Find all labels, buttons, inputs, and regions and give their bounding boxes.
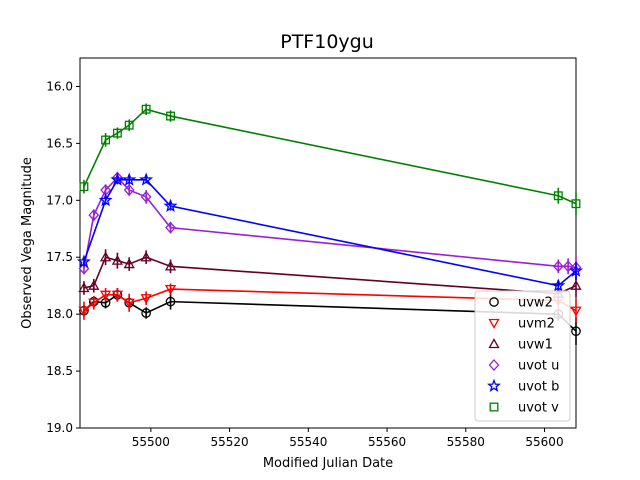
legend: uvw2 uvm2 uvw1 uvot u uvot b uvot v xyxy=(474,290,571,422)
plot-area xyxy=(79,57,577,429)
series-uvm2 xyxy=(78,283,582,323)
data-point xyxy=(88,209,100,222)
x-axis-label: Modified Julian Date xyxy=(263,456,393,471)
data-point xyxy=(79,182,89,192)
legend-label: uvw1 xyxy=(518,338,553,353)
y-tick-label: 17.0 xyxy=(46,193,73,207)
data-point xyxy=(76,254,91,268)
series-line-uvot-v xyxy=(83,108,577,205)
data-point xyxy=(88,298,100,309)
legend-label: uvot v xyxy=(518,401,559,416)
data-point xyxy=(562,260,574,273)
y-axis-ticks: 16.0 16.5 17.0 17.5 18.0 18.5 19.0 xyxy=(46,79,80,435)
y-tick-label: 19.0 xyxy=(46,421,73,435)
data-point xyxy=(124,120,134,130)
legend-label: uvot u xyxy=(518,359,559,374)
data-series xyxy=(76,103,584,345)
data-point xyxy=(123,298,135,309)
data-point xyxy=(570,279,582,290)
data-point xyxy=(553,191,563,201)
chart-title: PTF10ygu xyxy=(280,31,374,53)
legend-marker xyxy=(488,318,500,329)
y-tick-label: 17.5 xyxy=(46,250,73,264)
x-tick-label: 55560 xyxy=(368,435,406,449)
data-point xyxy=(78,282,90,293)
data-point xyxy=(165,296,176,307)
legend-marker xyxy=(488,359,500,371)
data-point xyxy=(165,221,176,234)
legend-label: uvw2 xyxy=(518,296,553,311)
legend-marker xyxy=(486,378,502,392)
data-point xyxy=(571,199,581,209)
data-point xyxy=(112,128,122,138)
data-point xyxy=(551,278,566,292)
data-point xyxy=(140,190,152,203)
series-line-uvw1 xyxy=(83,256,577,295)
data-point xyxy=(164,260,177,271)
data-point xyxy=(111,290,124,301)
data-point xyxy=(78,306,90,317)
legend-box xyxy=(474,290,571,422)
legend-label: uvot b xyxy=(518,380,559,395)
data-point xyxy=(110,172,125,186)
data-point xyxy=(99,251,112,262)
data-point xyxy=(552,260,564,273)
x-tick-label: 55520 xyxy=(210,435,248,449)
data-point xyxy=(122,172,137,186)
legend-marker xyxy=(488,338,500,349)
data-point xyxy=(123,258,135,269)
data-point xyxy=(141,104,151,114)
data-point xyxy=(123,184,135,197)
legend-marker xyxy=(489,297,499,307)
x-tick-label: 55540 xyxy=(289,435,327,449)
y-axis-label: Observed Vega Magnitude xyxy=(20,157,35,329)
series-uvot-b xyxy=(76,172,584,292)
data-point xyxy=(99,290,112,301)
data-point xyxy=(140,294,152,305)
data-point xyxy=(101,135,111,145)
data-point xyxy=(88,279,100,290)
legend-marker xyxy=(489,402,499,412)
data-point xyxy=(78,262,90,275)
data-point xyxy=(568,263,584,277)
data-point xyxy=(139,172,154,186)
y-tick-label: 16.0 xyxy=(46,79,73,93)
x-tick-label: 55580 xyxy=(447,435,485,449)
data-point xyxy=(141,308,151,318)
data-point xyxy=(98,192,113,207)
y-tick-label: 18.0 xyxy=(46,307,73,321)
data-point xyxy=(163,198,178,212)
y-tick-label: 16.5 xyxy=(46,136,73,150)
x-axis-ticks: 55500 55520 55540 55560 55580 55600 xyxy=(132,428,564,449)
data-point xyxy=(570,306,582,317)
x-tick-label: 55500 xyxy=(132,435,170,449)
data-point xyxy=(571,326,581,337)
data-point xyxy=(164,284,177,295)
series-uvot-v xyxy=(79,103,581,216)
legend-label: uvm2 xyxy=(518,317,555,332)
data-point xyxy=(111,254,124,265)
series-line-uvot-b xyxy=(83,179,577,287)
x-tick-label: 55600 xyxy=(525,435,563,449)
data-point xyxy=(166,111,175,121)
y-tick-label: 18.5 xyxy=(46,364,73,378)
data-point xyxy=(140,251,152,262)
